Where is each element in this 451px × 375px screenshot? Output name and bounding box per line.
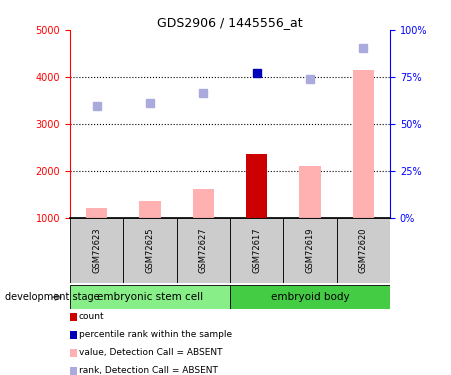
Bar <box>123 217 177 283</box>
Text: embryoid body: embryoid body <box>271 292 350 302</box>
Bar <box>86 208 107 218</box>
Text: GSM72623: GSM72623 <box>92 228 101 273</box>
Bar <box>230 217 283 283</box>
Bar <box>299 166 321 218</box>
Bar <box>283 217 337 283</box>
Bar <box>230 285 390 309</box>
Bar <box>193 189 214 217</box>
Bar <box>337 217 390 283</box>
Text: rank, Detection Call = ABSENT: rank, Detection Call = ABSENT <box>79 366 218 375</box>
Text: GSM72617: GSM72617 <box>252 228 261 273</box>
Bar <box>70 285 230 309</box>
Bar <box>353 70 374 217</box>
Text: GSM72627: GSM72627 <box>199 228 208 273</box>
Title: GDS2906 / 1445556_at: GDS2906 / 1445556_at <box>157 16 303 29</box>
Bar <box>70 217 123 283</box>
Bar <box>177 217 230 283</box>
Text: embryonic stem cell: embryonic stem cell <box>97 292 203 302</box>
Text: count: count <box>79 312 105 321</box>
Bar <box>246 154 267 218</box>
Text: percentile rank within the sample: percentile rank within the sample <box>79 330 232 339</box>
Bar <box>139 201 161 217</box>
Text: GSM72620: GSM72620 <box>359 228 368 273</box>
Text: value, Detection Call = ABSENT: value, Detection Call = ABSENT <box>79 348 222 357</box>
Text: GSM72619: GSM72619 <box>306 228 314 273</box>
Text: GSM72625: GSM72625 <box>146 228 154 273</box>
Text: development stage: development stage <box>5 292 99 302</box>
